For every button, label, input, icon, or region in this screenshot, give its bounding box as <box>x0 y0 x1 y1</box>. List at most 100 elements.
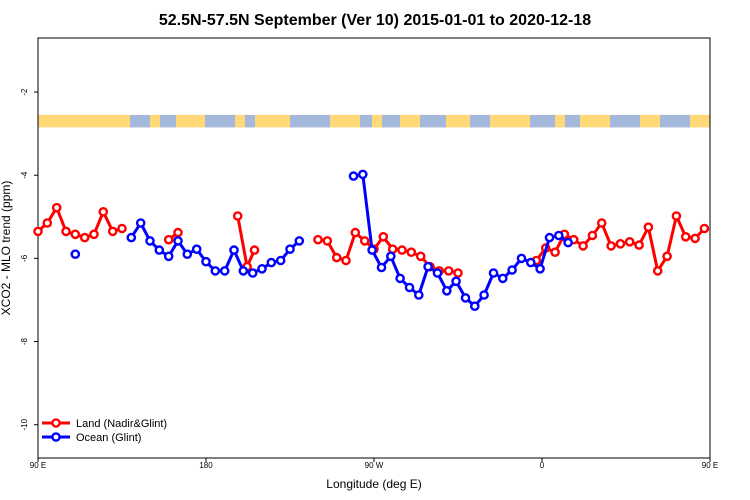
data-point-land <box>163 234 174 245</box>
data-point-ocean <box>432 268 443 278</box>
ocean-band-segment <box>205 114 235 128</box>
data-point-ocean <box>163 251 174 262</box>
series-line-land <box>236 215 256 269</box>
data-point-ocean <box>385 251 396 262</box>
ocean-band-segment <box>530 114 555 128</box>
y-tick-label: -2 <box>20 88 29 96</box>
data-point-land <box>249 245 260 255</box>
data-point-land <box>680 231 691 242</box>
ocean-band-segment <box>290 114 330 128</box>
data-point-ocean <box>229 245 239 255</box>
y-axis: -2 -4 -6 -8 -10 <box>20 88 38 431</box>
data-point-land <box>51 202 62 213</box>
data-point-land <box>107 226 118 237</box>
x-tick-label: 0 <box>540 461 545 470</box>
data-point-land <box>341 255 351 266</box>
data-point-land <box>322 236 333 246</box>
data-point-land <box>699 223 710 234</box>
data-point-ocean <box>357 169 368 180</box>
data-point-ocean <box>441 285 452 296</box>
ocean-band-segment <box>470 114 490 128</box>
x-tick-label: 90 W <box>365 461 384 470</box>
data-point-land <box>596 218 607 228</box>
data-point-land <box>397 245 407 255</box>
data-point-land <box>690 233 700 244</box>
data-point-ocean <box>275 255 286 266</box>
data-point-ocean <box>70 249 81 259</box>
data-point-ocean <box>469 301 480 312</box>
y-tick-label: -4 <box>20 171 29 179</box>
ocean-band-segment <box>382 114 400 128</box>
data-point-ocean <box>238 266 249 276</box>
data-point-land <box>42 218 53 228</box>
y-tick-label: -8 <box>20 337 29 345</box>
data-point-ocean <box>526 257 536 268</box>
data-point-ocean <box>201 256 211 267</box>
data-point-land <box>350 227 361 238</box>
data-point-land <box>406 247 417 257</box>
data-point-ocean <box>257 263 267 274</box>
data-point-ocean <box>563 237 573 248</box>
ocean-band-segment <box>245 114 255 128</box>
data-point-land <box>578 241 588 251</box>
data-point-land <box>33 226 43 237</box>
x-tick-label: 90 E <box>702 461 718 470</box>
data-point-land <box>359 236 370 246</box>
data-point-ocean <box>266 257 277 268</box>
x-tick-label: 180 <box>199 461 213 470</box>
data-point-land <box>443 266 454 276</box>
legend-marker <box>51 418 61 428</box>
data-point-ocean <box>507 265 517 275</box>
data-point-ocean <box>516 253 527 264</box>
series-line-land <box>317 231 459 275</box>
data-point-ocean <box>488 268 499 278</box>
data-point-ocean <box>219 266 230 276</box>
data-point-ocean <box>535 263 545 274</box>
data-point-land <box>313 234 323 245</box>
y-tick-label: -6 <box>20 254 29 262</box>
data-point-ocean <box>285 244 295 254</box>
data-point-ocean <box>173 236 183 246</box>
ocean-band-segment <box>660 114 690 128</box>
data-point-land <box>173 227 183 238</box>
data-point-ocean <box>479 290 489 300</box>
data-point-land <box>79 232 90 243</box>
data-point-ocean <box>247 268 258 278</box>
data-point-land <box>61 226 71 237</box>
y-tick-label: -10 <box>20 418 29 430</box>
x-axis-label: Longitude (deg E) <box>326 477 421 491</box>
x-axis: 90 E 180 90 W 0 90 E <box>30 458 718 470</box>
data-point-land <box>662 251 672 262</box>
data-point-land <box>550 247 560 257</box>
data-point-land <box>652 266 663 276</box>
x-tick-label: 90 E <box>30 461 46 470</box>
legend-label: Ocean (Glint) <box>76 432 141 444</box>
data-point-land <box>606 241 616 251</box>
data-point-land <box>587 230 598 241</box>
land-mask-band <box>38 114 710 128</box>
data-point-ocean <box>413 290 424 300</box>
data-point-land <box>70 229 81 240</box>
data-point-ocean <box>191 244 202 254</box>
data-point-ocean <box>554 230 564 241</box>
data-point-land <box>378 231 389 242</box>
data-point-ocean <box>210 266 221 276</box>
ocean-band-segment <box>360 114 372 128</box>
data-point-ocean <box>135 218 146 228</box>
data-point-land <box>331 252 342 263</box>
data-point-ocean <box>154 245 165 255</box>
data-point-ocean <box>376 262 387 273</box>
ocean-band-segment <box>565 114 580 128</box>
data-point-ocean <box>451 276 461 287</box>
data-point-land <box>98 206 109 217</box>
data-point-land <box>624 236 635 247</box>
data-point-ocean <box>544 232 555 243</box>
ocean-band-segment <box>420 114 446 128</box>
y-axis-label: XCO2 - MLO trend (ppm) <box>0 181 13 316</box>
data-point-ocean <box>182 249 193 259</box>
data-point-ocean <box>348 171 359 181</box>
legend-marker <box>51 432 61 442</box>
data-point-ocean <box>404 282 415 293</box>
data-point-ocean <box>460 293 471 303</box>
legend: Land (Nadir&Glint) Ocean (Glint) <box>42 418 167 444</box>
